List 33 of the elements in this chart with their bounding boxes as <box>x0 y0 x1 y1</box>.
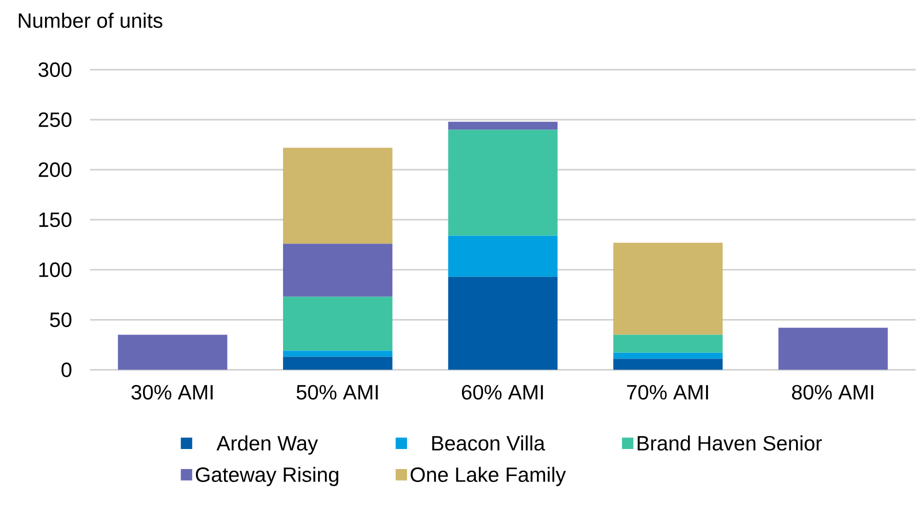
y-tick-label: 250 <box>38 112 72 128</box>
bar <box>283 296 392 351</box>
bar <box>613 358 723 370</box>
bar <box>283 356 392 370</box>
bar <box>118 334 228 370</box>
y-tick-label: 100 <box>39 262 72 278</box>
y-tick-label: 0 <box>62 362 72 378</box>
bar <box>448 236 558 277</box>
bar <box>613 352 723 359</box>
y-tick-label: 50 <box>50 312 72 328</box>
x-tick-label: 80% AMI <box>792 385 874 400</box>
y-tick-label: 150 <box>39 212 72 228</box>
bar <box>283 148 392 244</box>
legend-label: Arden Way <box>216 435 318 455</box>
x-tick-label: 70% AMI <box>627 385 708 400</box>
x-tick-label: 60% AMI <box>462 385 543 400</box>
bar <box>283 244 392 297</box>
bar <box>448 276 558 370</box>
legend-label: One Lake Family <box>410 466 566 486</box>
legend-label: Beacon Villa <box>432 435 546 451</box>
legend-label: Brand Haven Senior <box>638 435 822 451</box>
y-tick-label: 200 <box>38 162 72 178</box>
y-tick-label: 300 <box>38 62 72 78</box>
bar <box>613 242 723 335</box>
bar <box>448 122 558 130</box>
legend-label: Gateway Rising <box>196 466 338 486</box>
y-axis-title: Number of units <box>18 12 162 28</box>
x-tick-label: 30% AMI <box>131 385 213 400</box>
x-tick-label: 50% AMI <box>296 385 378 400</box>
bar <box>283 350 392 357</box>
bar <box>613 334 723 353</box>
bar <box>778 328 888 370</box>
bar <box>448 130 558 236</box>
